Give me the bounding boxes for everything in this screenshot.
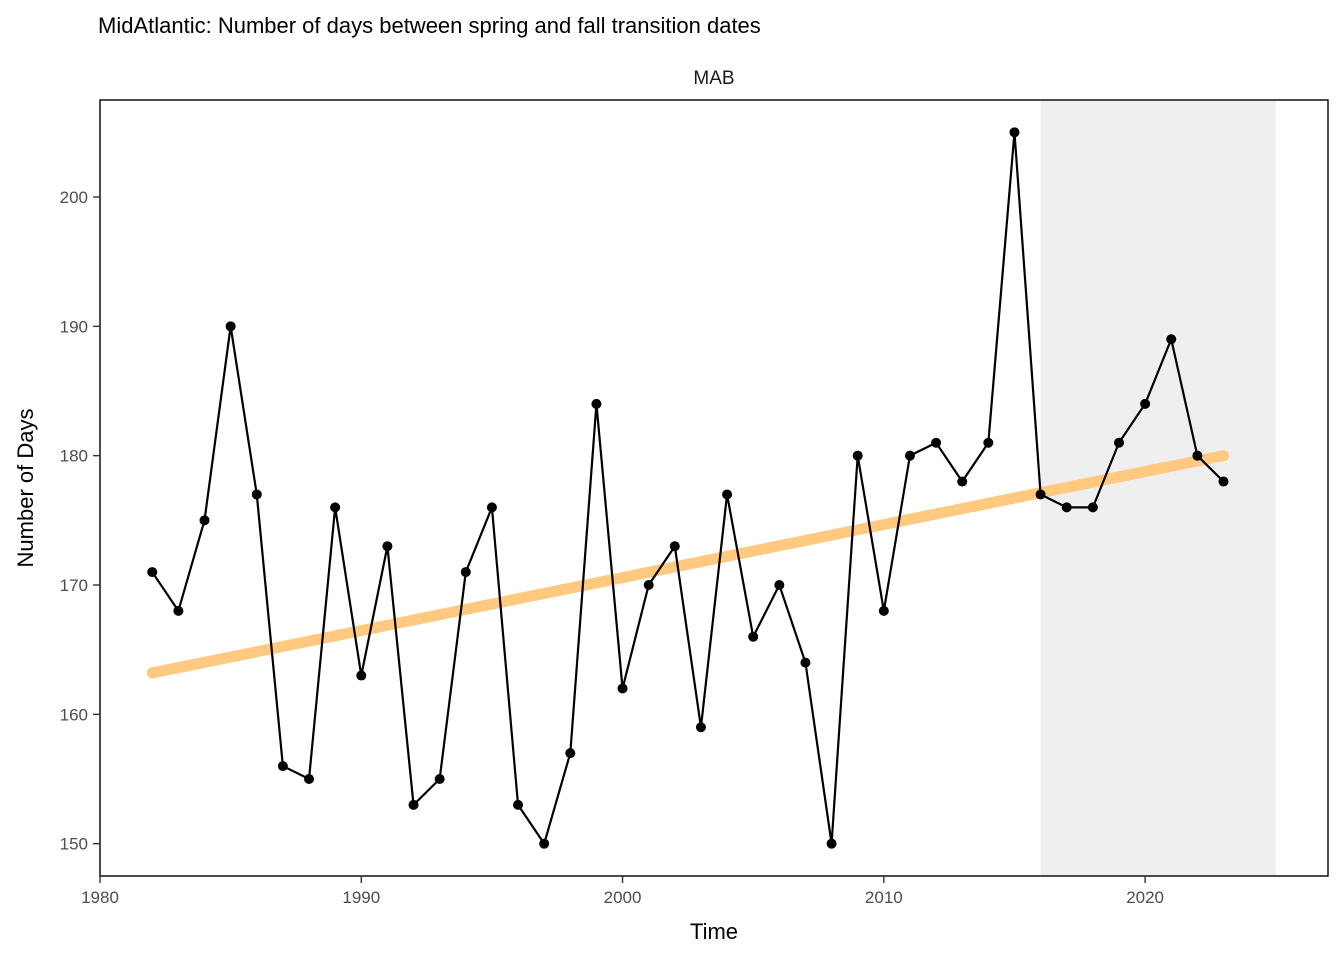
trend-layer xyxy=(146,450,1229,679)
facet-label: MAB xyxy=(693,68,734,89)
data-point-1989 xyxy=(330,502,341,513)
x-axis-title: Time xyxy=(690,919,738,944)
data-point-2016 xyxy=(1035,489,1046,500)
x-tick-label: 1980 xyxy=(81,888,119,907)
data-point-1983 xyxy=(173,605,184,616)
data-point-2017 xyxy=(1061,502,1072,513)
data-point-1991 xyxy=(382,541,393,552)
data-point-2008 xyxy=(826,838,837,849)
data-point-1990 xyxy=(356,670,367,681)
data-point-2020 xyxy=(1140,398,1151,409)
data-point-1986 xyxy=(251,489,262,500)
data-point-2002 xyxy=(669,541,680,552)
data-point-1996 xyxy=(513,799,524,810)
data-point-2003 xyxy=(695,722,706,733)
data-point-2015 xyxy=(1009,127,1020,138)
data-point-1992 xyxy=(408,799,419,810)
x-tick-label: 2000 xyxy=(604,888,642,907)
data-point-1998 xyxy=(565,748,576,759)
data-point-1995 xyxy=(486,502,497,513)
chart-title: MidAtlantic: Number of days between spri… xyxy=(98,13,761,38)
y-axis: 150 160 170 180 190 200 xyxy=(60,188,100,854)
series-layer xyxy=(147,127,1229,849)
plot-border xyxy=(99,99,1329,877)
data-point-2019 xyxy=(1113,437,1124,448)
data-point-2000 xyxy=(617,683,628,694)
y-tick-label: 160 xyxy=(60,705,88,724)
data-point-2018 xyxy=(1087,502,1098,513)
data-point-2006 xyxy=(774,580,785,590)
data-point-2010 xyxy=(878,605,889,616)
data-point-1993 xyxy=(434,774,445,784)
x-tick-label: 2020 xyxy=(1126,888,1164,907)
data-point-1999 xyxy=(591,398,602,409)
x-tick-label: 2010 xyxy=(865,888,903,907)
data-point-2011 xyxy=(904,450,915,461)
y-tick-label: 150 xyxy=(60,835,88,854)
data-point-2021 xyxy=(1166,334,1177,345)
data-point-1984 xyxy=(199,515,210,526)
data-point-1994 xyxy=(460,567,471,578)
data-point-1982 xyxy=(147,567,158,578)
y-tick-label: 190 xyxy=(60,317,88,336)
data-point-2014 xyxy=(983,437,994,448)
data-point-2022 xyxy=(1192,450,1203,461)
data-point-2013 xyxy=(957,476,968,487)
data-point-2001 xyxy=(643,580,654,590)
x-axis: 1980 1990 2000 2010 2020 xyxy=(81,876,1164,907)
y-tick-label: 200 xyxy=(60,188,88,207)
data-point-2012 xyxy=(931,437,942,448)
y-tick-label: 170 xyxy=(60,576,88,595)
y-axis-title: Number of Days xyxy=(13,409,38,568)
data-point-1985 xyxy=(225,321,236,332)
data-point-2009 xyxy=(852,450,863,461)
y-tick-label: 180 xyxy=(60,447,88,466)
data-point-2023 xyxy=(1218,476,1229,487)
data-point-2005 xyxy=(748,631,759,642)
trend-line xyxy=(146,450,1229,679)
data-point-1988 xyxy=(304,774,315,784)
x-tick-label: 1990 xyxy=(342,888,380,907)
data-point-1987 xyxy=(277,761,288,772)
data-point-2007 xyxy=(800,657,811,668)
data-point-2004 xyxy=(722,489,733,500)
data-point-1997 xyxy=(539,838,550,849)
